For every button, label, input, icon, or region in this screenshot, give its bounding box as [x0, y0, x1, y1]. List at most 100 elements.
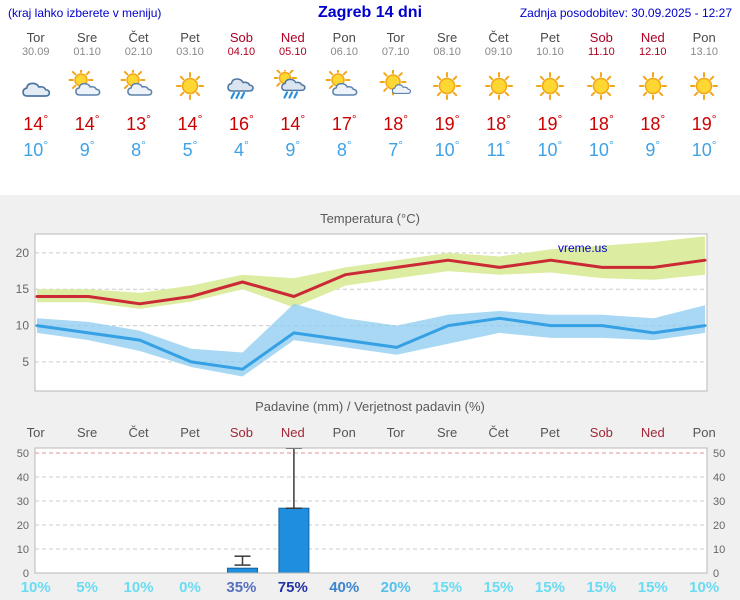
day-column-2[interactable]: Čet 02.10 13° 8°: [113, 30, 164, 190]
precip-probability: 15%: [586, 579, 617, 596]
min-temperature: 10°: [537, 138, 563, 160]
day-column-4[interactable]: Sob 04.10 16° 4°: [216, 30, 267, 190]
precip-day-label: Sre: [436, 425, 458, 440]
day-name: Pet: [540, 30, 560, 45]
precip-day-label: Čet: [128, 425, 149, 440]
last-updated: Zadnja posodobitev: 30.09.2025 - 12:27: [519, 6, 732, 20]
max-temperature: 19°: [434, 112, 460, 134]
plot-background: [35, 448, 707, 573]
precip-day-label: Pet: [540, 425, 560, 440]
y-tick-label-left: 10: [17, 544, 29, 556]
y-tick-label-right: 0: [713, 568, 719, 579]
min-temp-band: [37, 303, 705, 377]
max-temperature: 19°: [691, 112, 717, 134]
day-column-13[interactable]: Pon 13.10 19° 10°: [678, 30, 729, 190]
y-tick-label-right: 20: [713, 520, 725, 532]
precip-probability: 20%: [380, 579, 411, 596]
watermark: vreme.us: [558, 241, 607, 255]
weather-icon-sunny: [421, 69, 472, 103]
min-temperature: 9°: [645, 138, 661, 160]
day-date: 11.10: [587, 46, 615, 58]
forecast-days-strip: Tor 30.09 14° 10° Sre 01.10 14° 9° Čet 02.10 13° 8°…: [10, 30, 730, 190]
y-tick-label-left: 50: [17, 448, 29, 460]
plot-border: [34, 447, 708, 574]
precip-day-label: Tor: [26, 425, 45, 440]
max-temperature: 16°: [228, 112, 254, 134]
day-column-10[interactable]: Pet 10.10 19° 10°: [524, 30, 575, 190]
precip-probability: 0%: [179, 579, 201, 596]
min-temperature: 8°: [131, 138, 146, 160]
day-column-1[interactable]: Sre 01.10 14° 9°: [61, 30, 112, 190]
day-date: 07.10: [381, 46, 410, 58]
page-title: Zagreb 14 dni: [317, 4, 423, 21]
max-temperature: 18°: [383, 112, 409, 134]
min-temp-line: [35, 316, 707, 371]
day-date: 30.09: [21, 46, 50, 58]
day-date: 03.10: [176, 46, 204, 58]
precip-day-label: Tor: [386, 425, 405, 440]
day-column-12[interactable]: Ned 12.10 18° 9°: [627, 30, 678, 190]
precip-day-label: Pet: [180, 425, 200, 440]
weather-icon-sunny: [678, 69, 729, 103]
precip-probability: 35%: [226, 579, 257, 596]
weather-icon-partly: [61, 69, 112, 103]
day-column-8[interactable]: Sre 08.10 19° 10°: [421, 30, 472, 190]
y-tick-label-right: 30: [713, 496, 725, 508]
day-name: Sob: [229, 30, 253, 45]
day-name: Tor: [26, 30, 45, 45]
day-name: Ned: [280, 30, 305, 45]
weather-icon-sunny: [576, 69, 627, 103]
y-tick-label-right: 10: [713, 544, 725, 556]
y-tick-label-left: 0: [23, 568, 29, 579]
min-temperature: 11°: [486, 138, 511, 160]
precip-day-label: Sob: [589, 425, 613, 440]
day-column-6[interactable]: Pon 06.10 17° 8°: [319, 30, 370, 190]
day-date: 05.10: [279, 46, 307, 58]
weather-icon-sunny: [627, 69, 678, 103]
min-temperature: 10°: [434, 138, 460, 160]
temperature-chart-title: Temperatura (°C): [320, 211, 420, 226]
menu-hint: (kraj lahko izberete v meniju): [8, 6, 162, 20]
weather-icon-sunny: [524, 69, 575, 103]
precip-probability: 15%: [432, 579, 463, 596]
day-column-0[interactable]: Tor 30.09 14° 10°: [10, 30, 61, 190]
day-date: 09.10: [484, 46, 513, 58]
day-date: 10.10: [536, 46, 564, 58]
max-temperature: 18°: [588, 112, 614, 134]
min-temperature: 7°: [388, 138, 404, 160]
weather-icon-partly: [113, 69, 164, 103]
y-tick-label: 15: [16, 282, 30, 296]
y-tick-label-left: 20: [17, 520, 29, 532]
precip-probability: 10%: [20, 579, 51, 596]
day-column-7[interactable]: Tor 07.10 18° 7°: [370, 30, 421, 190]
precip-bar: [278, 507, 310, 574]
min-temperature: 9°: [285, 138, 301, 160]
day-column-9[interactable]: Čet 09.10 18° 11°: [473, 30, 524, 190]
precip-day-label: Sre: [77, 425, 98, 440]
precipitation-chart-title: Padavine (mm) / Verjetnost padavin (%): [255, 399, 485, 414]
weather-icon-mostly-sunny: [370, 69, 421, 103]
y-tick-label: 5: [22, 355, 29, 369]
min-temperature: 8°: [336, 138, 352, 160]
precipitation-chart: 0 0 10 10 20 20 30 30 40 40 50 50: [0, 445, 740, 580]
y-tick-label-left: 30: [17, 496, 29, 508]
precip-day-label: Pon: [332, 425, 356, 440]
day-column-11[interactable]: Sob 11.10 18° 10°: [576, 30, 627, 190]
max-temperature: 14°: [23, 112, 49, 134]
weather-icon-sunny: [164, 69, 215, 103]
precip-day-label: Pon: [692, 425, 716, 440]
day-name: Čet: [488, 30, 509, 45]
precip-probability: 15%: [483, 579, 514, 596]
plot-border: [34, 233, 708, 392]
day-name: Pon: [332, 30, 356, 45]
min-temperature: 5°: [182, 138, 198, 160]
charts-panel: Temperatura (°C) 5 10 15 20 vreme.us Padavin…: [0, 195, 740, 600]
precip-probability: 75%: [277, 579, 308, 596]
day-column-5[interactable]: Ned 05.10 14° 9°: [267, 30, 318, 190]
day-date: 04.10: [227, 46, 256, 58]
day-name: Ned: [640, 30, 665, 45]
day-name: Pon: [692, 30, 716, 45]
precip-probability: 15%: [534, 579, 565, 596]
day-column-3[interactable]: Pet 03.10 14° 5°: [164, 30, 215, 190]
weather-icon-cloudy: [10, 69, 61, 103]
